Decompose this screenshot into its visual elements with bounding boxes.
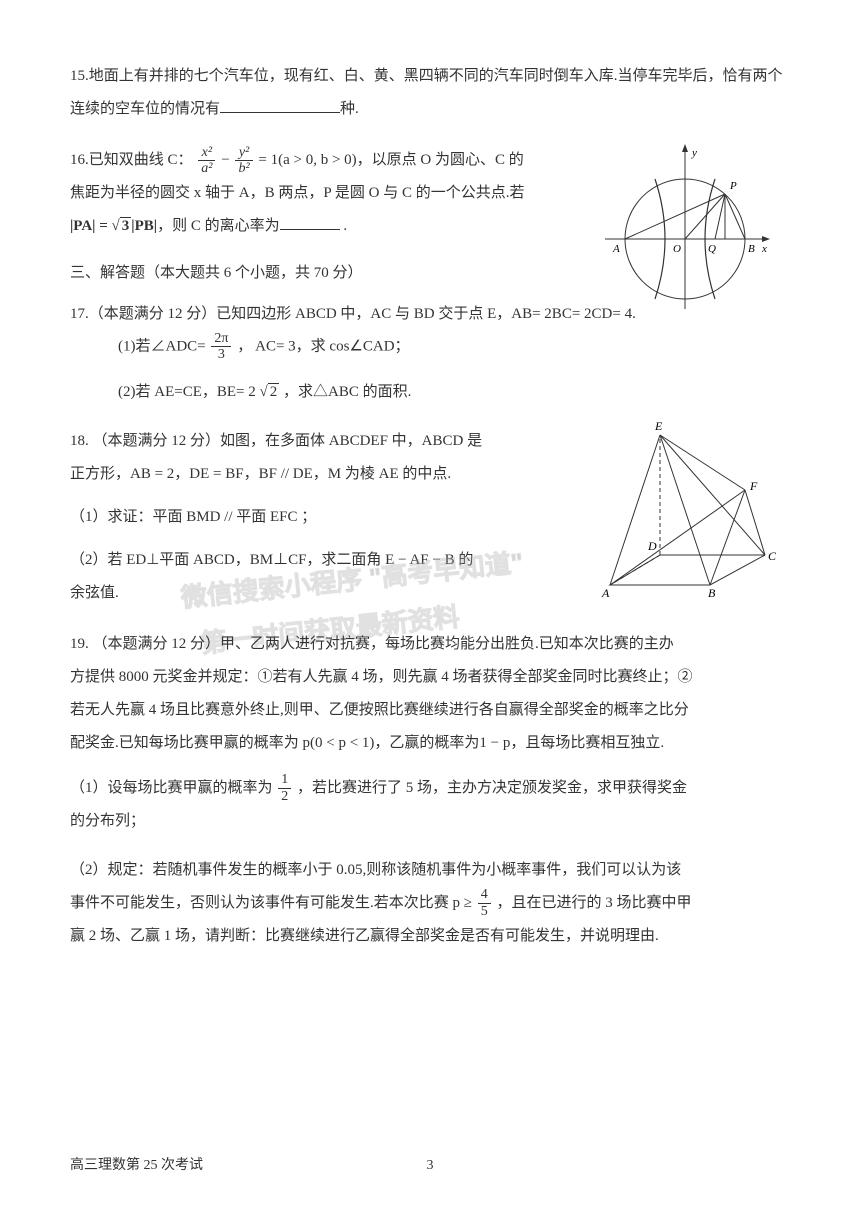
q19-line4: 配奖金.已知每场比赛甲赢的概率为 p(0 < p < 1)，乙赢的概率为1 − … [70, 727, 790, 760]
solid-diagram-svg: A B C D E F [580, 415, 790, 605]
q19-sub2b: 事件不可能发生，否则认为该事件有可能发生.若本次比赛 p ≥ 45 ，且在已进行… [70, 887, 790, 920]
q16-blank [280, 215, 340, 230]
svg-text:x: x [761, 243, 767, 255]
svg-text:y: y [691, 147, 697, 159]
q15-suffix: 种. [340, 101, 359, 117]
q18-sub2b: 余弦值. [70, 577, 570, 610]
q16-l3-prefix: |PA| = [70, 218, 112, 234]
q18-line1: 18. （本题满分 12 分）如图，在多面体 ABCDEF 中，ABCD 是 [70, 425, 570, 458]
q19-sub1: （1）设每场比赛甲赢的概率为 12 ，若比赛进行了 5 场，主办方决定颁发奖金，… [70, 772, 790, 805]
question-15: 15.地面上有并排的七个汽车位，现有红、白、黄、黑四辆不同的汽车同时倒车入库.当… [70, 60, 790, 126]
svg-text:B: B [708, 586, 716, 600]
svg-text:P: P [729, 180, 737, 192]
question-16: y x A B O P Q 16.已知双曲线 C： x²a² − y²b² = … [70, 144, 790, 243]
q19-line2: 方提供 8000 元奖金并规定：①若有人先赢 4 场，则先赢 4 场者获得全部奖… [70, 661, 790, 694]
q18-sub1: （1）求证：平面 BMD // 平面 EFC ； [70, 501, 570, 534]
svg-text:E: E [654, 419, 663, 433]
q18-line2: 正方形，AB = 2，DE = BF，BF // DE，M 为棱 AE 的中点. [70, 458, 570, 491]
svg-text:B: B [748, 243, 755, 255]
question-18: A B C D E F 18. （本题满分 12 分）如图，在多面体 ABCDE… [70, 425, 790, 610]
q19-sub1c: 的分布列； [70, 805, 790, 838]
q17-header: 17.（本题满分 12 分）已知四边形 ABCD 中，AC 与 BD 交于点 E… [70, 298, 790, 331]
svg-text:A: A [612, 243, 620, 255]
q18-diagram: A B C D E F [580, 415, 790, 618]
question-17: 17.（本题满分 12 分）已知四边形 ABCD 中，AC 与 BD 交于点 E… [70, 298, 790, 407]
q16-frac2: y²b² [235, 145, 252, 177]
q16-line2: 焦距为半径的圆交 x 轴于 A，B 两点，P 是圆 O 与 C 的一个公共点.若 [70, 177, 610, 210]
q19-line1: 19. （本题满分 12 分）甲、乙两人进行对抗赛，每场比赛均能分出胜负.已知本… [70, 628, 790, 661]
svg-text:D: D [647, 539, 657, 553]
q15-text: 15.地面上有并排的七个汽车位，现有红、白、黄、黑四辆不同的汽车同时倒车入库.当… [70, 68, 783, 117]
question-19: 19. （本题满分 12 分）甲、乙两人进行对抗赛，每场比赛均能分出胜负.已知本… [70, 628, 790, 953]
svg-text:C: C [768, 549, 777, 563]
svg-text:F: F [749, 479, 758, 493]
q17-sub2: (2)若 AE=CE，BE= 2 √2 ，求△ABC 的面积. [70, 377, 790, 407]
page-number: 3 [427, 1158, 434, 1174]
q16-sqrt: 3 [120, 217, 132, 234]
q18-sub2: （2）若 ED⊥平面 ABCD，BM⊥CF，求二面角 E − AF − B 的 [70, 544, 570, 577]
svg-text:O: O [673, 243, 681, 255]
q19-sub2c: 赢 2 场、乙赢 1 场，请判断：比赛继续进行乙赢得全部奖金是否有可能发生，并说… [70, 920, 790, 953]
q16-eq-rest: = 1(a > 0, b > 0)，以原点 O 为圆心、C 的 [258, 152, 523, 168]
svg-text:Q: Q [708, 243, 716, 255]
svg-text:A: A [601, 586, 610, 600]
q15-blank [220, 98, 340, 113]
circle-diagram-svg: y x A B O P Q [600, 144, 770, 314]
q16-frac1: x²a² [198, 145, 215, 177]
q19-sub2a: （2）规定：若随机事件发生的概率小于 0.05,则称该随机事件为小概率事件，我们… [70, 854, 790, 887]
q16-l3-end: . [340, 218, 348, 234]
q17-sub1: (1)若∠ADC= 2π3 ， AC= 3，求 cos∠CAD； [70, 331, 790, 363]
q16-prefix: 16.已知双曲线 C： [70, 152, 193, 168]
q19-line3: 若无人先赢 4 场且比赛意外终止,则甲、乙便按照比赛继续进行各自赢得全部奖金的概… [70, 694, 790, 727]
